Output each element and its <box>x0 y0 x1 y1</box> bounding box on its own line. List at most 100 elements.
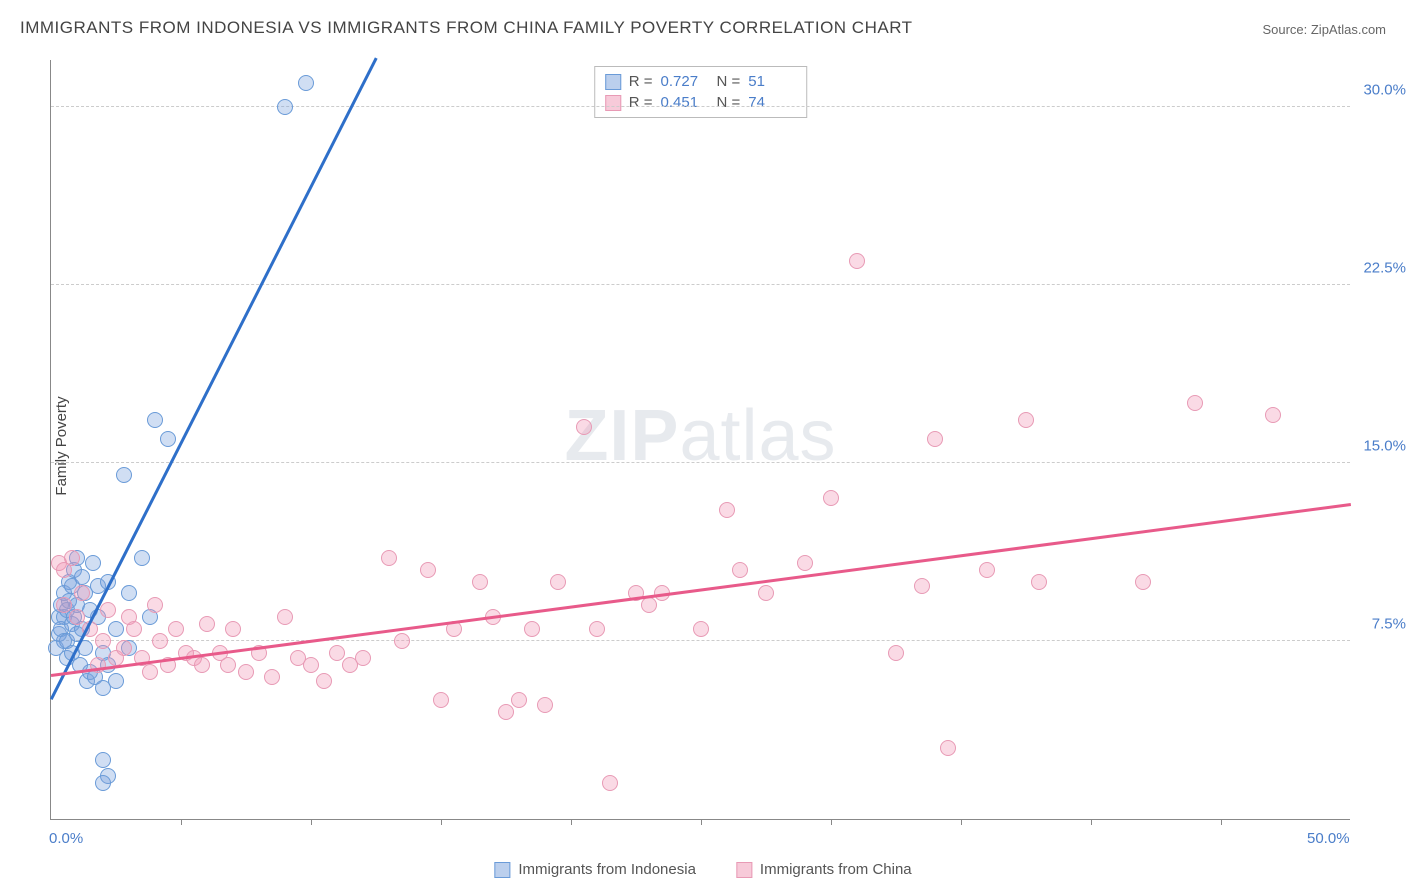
swatch-icon <box>736 862 752 878</box>
data-point <box>316 673 332 689</box>
data-point <box>329 645 345 661</box>
x-tick-mark <box>1221 819 1222 825</box>
data-point <box>100 602 116 618</box>
data-point <box>589 621 605 637</box>
r-label: R = <box>629 94 653 111</box>
data-point <box>298 75 314 91</box>
data-point <box>147 412 163 428</box>
data-point <box>381 550 397 566</box>
data-point <box>264 669 280 685</box>
data-point <box>69 609 85 625</box>
data-point <box>641 597 657 613</box>
data-point <box>979 562 995 578</box>
data-point <box>225 621 241 637</box>
r-label: R = <box>629 73 653 90</box>
x-tick-mark <box>831 819 832 825</box>
x-tick-mark <box>441 819 442 825</box>
data-point <box>420 562 436 578</box>
source-label: Source: ZipAtlas.com <box>1262 22 1386 37</box>
data-point <box>56 597 72 613</box>
chart-title: IMMIGRANTS FROM INDONESIA VS IMMIGRANTS … <box>20 18 913 38</box>
legend-item: Immigrants from Indonesia <box>494 861 696 878</box>
x-tick-mark <box>571 819 572 825</box>
data-point <box>238 664 254 680</box>
data-point <box>693 621 709 637</box>
data-point <box>95 633 111 649</box>
data-point <box>108 673 124 689</box>
x-tick-mark <box>311 819 312 825</box>
gridline <box>51 284 1350 285</box>
swatch-icon <box>605 74 621 90</box>
data-point <box>511 692 527 708</box>
data-point <box>116 640 132 656</box>
legend-label: Immigrants from China <box>760 861 912 878</box>
x-tick-mark <box>181 819 182 825</box>
x-tick-mark <box>701 819 702 825</box>
data-point <box>394 633 410 649</box>
data-point <box>1187 395 1203 411</box>
watermark-rest: atlas <box>679 395 836 475</box>
y-tick-label: 30.0% <box>1363 81 1406 98</box>
data-point <box>134 550 150 566</box>
data-point <box>74 569 90 585</box>
data-point <box>927 431 943 447</box>
data-point <box>220 657 236 673</box>
data-point <box>74 585 90 601</box>
y-tick-label: 7.5% <box>1372 615 1406 632</box>
data-point <box>108 621 124 637</box>
n-label: N = <box>717 94 741 111</box>
data-point <box>168 621 184 637</box>
data-point <box>126 621 142 637</box>
n-label: N = <box>717 73 741 90</box>
n-value: 51 <box>748 73 796 90</box>
data-point <box>758 585 774 601</box>
data-point <box>160 431 176 447</box>
data-point <box>152 633 168 649</box>
stats-row: R = 0.727 N = 51 <box>605 71 797 92</box>
n-value: 74 <box>748 94 796 111</box>
data-point <box>277 609 293 625</box>
data-point <box>888 645 904 661</box>
plot-area: ZIPatlas R =0.727N =51R =0.451N =74 7.5%… <box>50 60 1350 820</box>
stats-box: R = 0.727 N = 51 R = 0.451 N = 74 <box>594 66 808 118</box>
gridline <box>51 640 1350 641</box>
trend-line <box>50 57 377 699</box>
data-point <box>142 664 158 680</box>
data-point <box>849 253 865 269</box>
data-point <box>199 616 215 632</box>
y-tick-label: 15.0% <box>1363 437 1406 454</box>
legend-label: Immigrants from Indonesia <box>518 861 696 878</box>
swatch-icon <box>605 95 621 111</box>
y-tick-label: 22.5% <box>1363 259 1406 276</box>
data-point <box>64 550 80 566</box>
r-value: 0.727 <box>661 73 709 90</box>
data-point <box>732 562 748 578</box>
x-tick-mark <box>961 819 962 825</box>
data-point <box>602 775 618 791</box>
legend: Immigrants from Indonesia Immigrants from… <box>494 861 911 878</box>
gridline <box>51 106 1350 107</box>
watermark-bold: ZIP <box>564 395 679 475</box>
data-point <box>1265 407 1281 423</box>
stats-row: R = 0.451 N = 74 <box>605 92 797 113</box>
data-point <box>797 555 813 571</box>
data-point <box>550 574 566 590</box>
swatch-icon <box>494 862 510 878</box>
data-point <box>121 585 137 601</box>
legend-item: Immigrants from China <box>736 861 912 878</box>
data-point <box>147 597 163 613</box>
x-tick-label: 0.0% <box>49 830 83 847</box>
trend-line <box>51 503 1351 676</box>
r-value: 0.451 <box>661 94 709 111</box>
gridline <box>51 462 1350 463</box>
data-point <box>1135 574 1151 590</box>
data-point <box>433 692 449 708</box>
data-point <box>277 99 293 115</box>
data-point <box>355 650 371 666</box>
data-point <box>472 574 488 590</box>
data-point <box>823 490 839 506</box>
data-point <box>576 419 592 435</box>
data-point <box>85 555 101 571</box>
data-point <box>1031 574 1047 590</box>
data-point <box>303 657 319 673</box>
